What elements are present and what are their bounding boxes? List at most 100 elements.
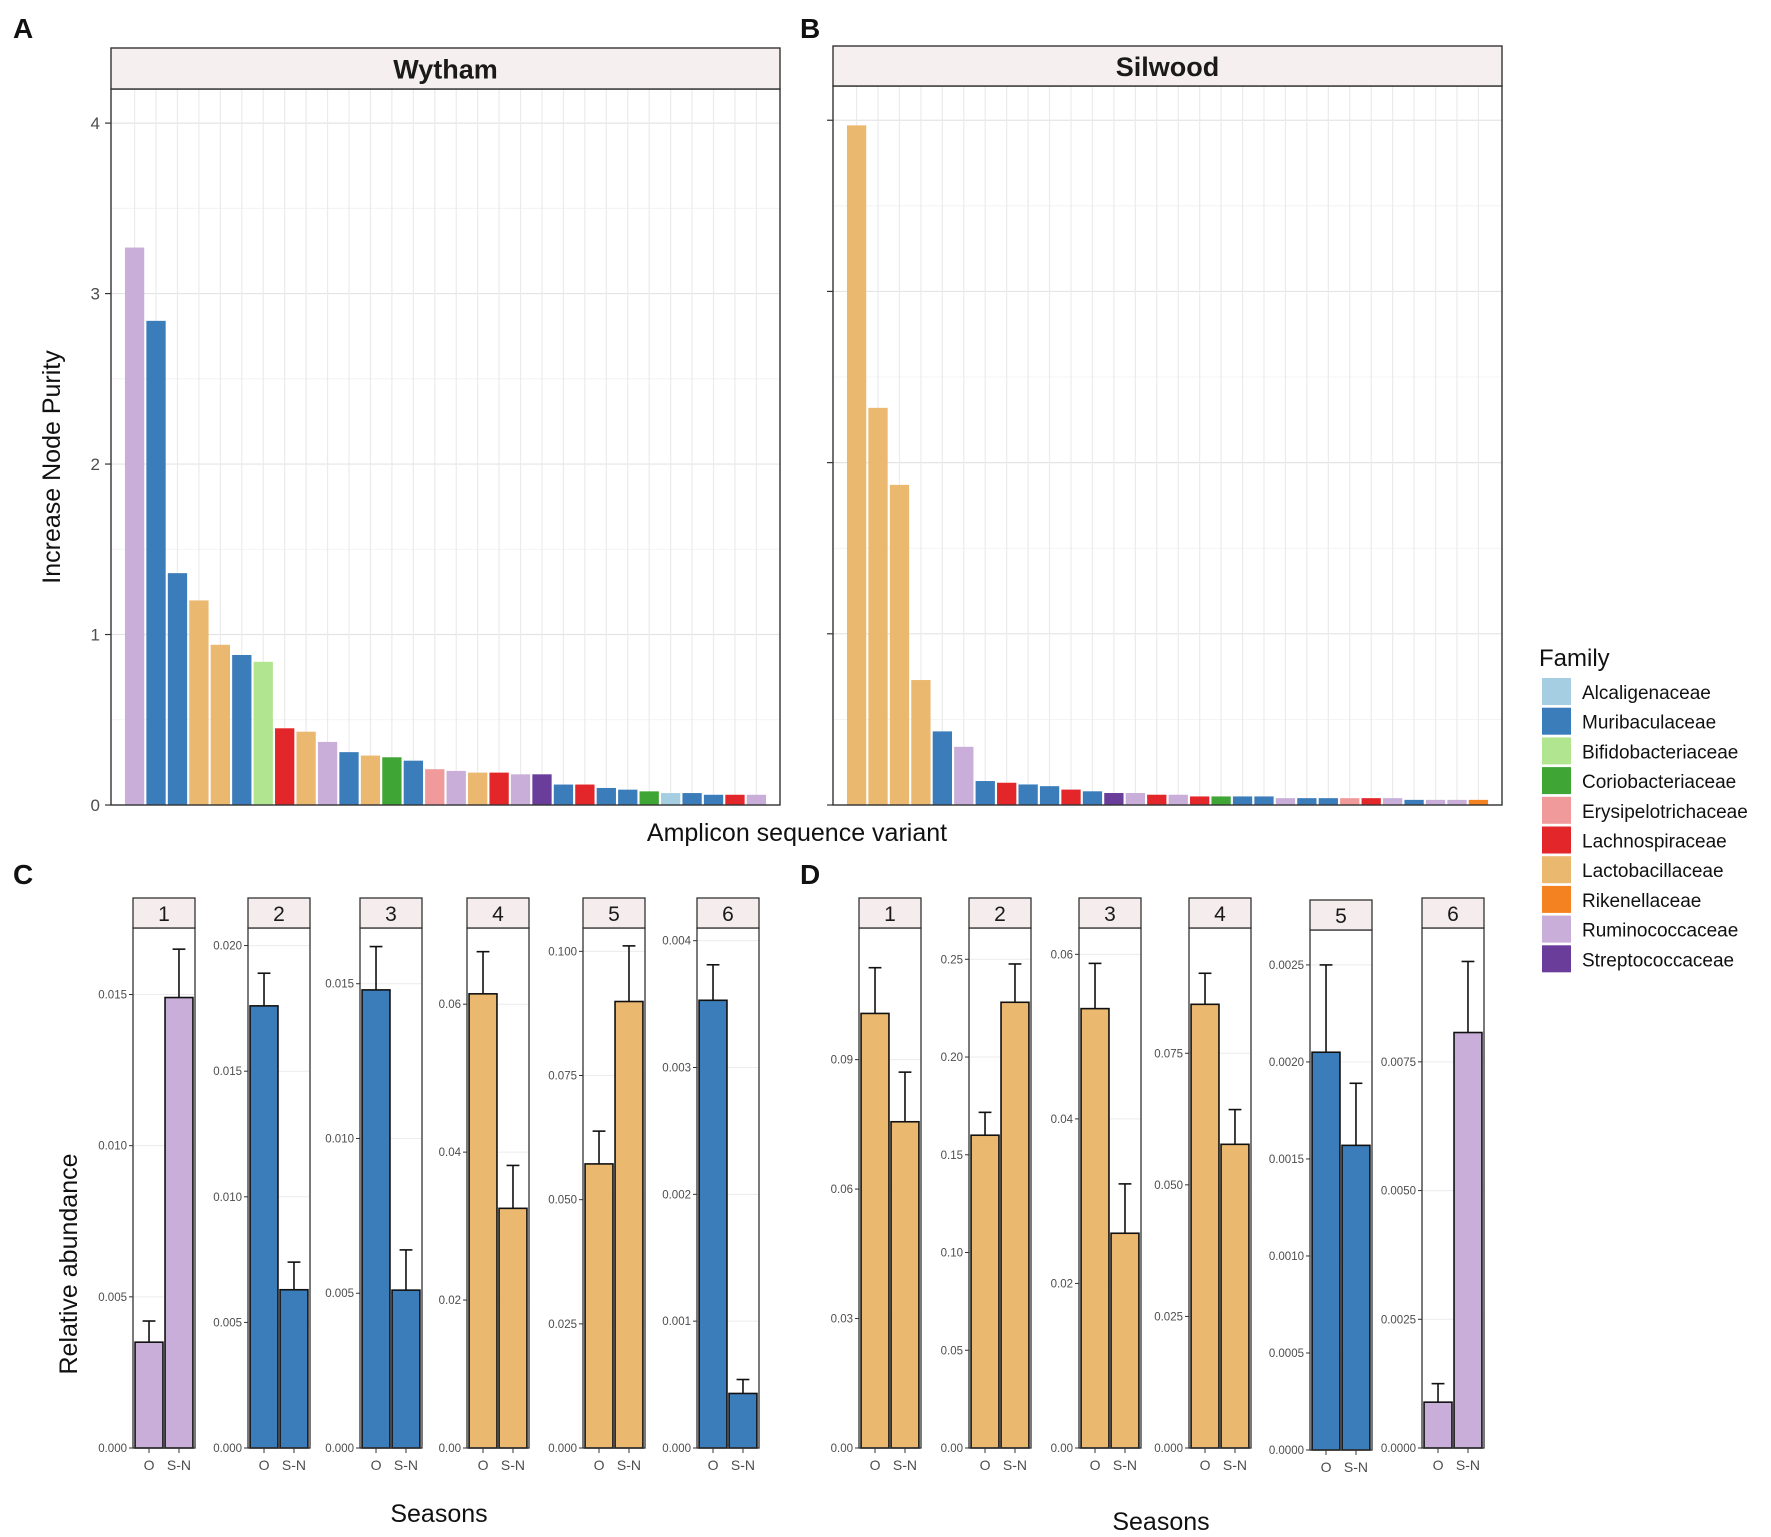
x-tick-label: O	[708, 1457, 719, 1473]
facet-label: 3	[1104, 903, 1116, 926]
x-tick-label: S-N	[1003, 1457, 1027, 1473]
bar-ruminococcaceae	[1447, 799, 1467, 805]
bar-s-n	[391, 1289, 421, 1449]
bar-muribaculaceae	[167, 573, 188, 805]
silwood-bar-chart: Silwood	[827, 45, 1503, 806]
facet-strip	[582, 897, 646, 929]
facet-strip	[247, 897, 311, 929]
bar-s-n	[1220, 1143, 1250, 1449]
bar-bifidobacteriaceae	[253, 661, 273, 805]
facet-label: 3	[385, 903, 397, 926]
y-tick-label: 0.0020	[1269, 1057, 1304, 1069]
bar-o	[970, 1134, 1000, 1449]
bar-o	[468, 993, 498, 1449]
facet-title: Silwood	[1116, 52, 1220, 82]
y-tick-label: 0.06	[1051, 949, 1073, 961]
facet-strip	[466, 897, 530, 929]
x-tick-label: O	[1200, 1457, 1211, 1473]
bar-o	[1080, 1007, 1110, 1449]
plot-background	[833, 86, 1502, 805]
facet-label: 5	[1335, 905, 1347, 928]
x-tick-label: O	[594, 1457, 605, 1473]
y-tick-label: 0.003	[662, 1063, 691, 1075]
bar-lactobacillaceae	[360, 755, 381, 805]
facet-strip	[858, 897, 922, 929]
panel-letter-c: C	[13, 859, 33, 890]
y-tick-label: 3	[91, 285, 100, 304]
bar-muribaculaceae	[403, 760, 423, 805]
x-tick-label: S-N	[167, 1457, 191, 1473]
y-tick-label: 0.0015	[1269, 1154, 1304, 1166]
y-tick-label: 0.050	[548, 1195, 577, 1207]
bar-rikenellaceae	[1468, 799, 1489, 805]
legend-label-ruminococcaceae: Ruminococcaceae	[1582, 921, 1738, 942]
bar-muribaculaceae	[1404, 799, 1424, 805]
bar-ruminococcaceae	[954, 746, 974, 805]
y-tick-label: 0.04	[439, 1147, 462, 1159]
bar-ruminococcaceae	[746, 794, 767, 805]
bar-alcaligenaceae	[660, 793, 681, 805]
legend-swatch-lachnospiraceae	[1542, 826, 1571, 854]
facet-label: 1	[884, 903, 896, 926]
y-tick-label: 0.02	[439, 1295, 461, 1307]
bar-muribaculaceae	[596, 787, 616, 805]
bar-muribaculaceae	[618, 789, 638, 805]
y-tick-label: 0.000	[98, 1443, 127, 1455]
bar-lactobacillaceae	[296, 731, 316, 805]
bar-lachnospiraceae	[489, 772, 509, 805]
y-tick-label: 0.20	[941, 1052, 963, 1064]
y-tick-label: 0.005	[325, 1288, 354, 1300]
y-tick-label: 0.15	[941, 1150, 963, 1162]
facet-d-5: 5 0.0000 0.0005 0.0010 0.0015 0.0020 0.0025 O S-…	[1269, 899, 1373, 1475]
facet-strip	[1078, 897, 1142, 929]
y-tick-label: 0.010	[98, 1141, 127, 1153]
y-tick-label: 0.005	[213, 1317, 242, 1329]
x-tick-label: S-N	[1344, 1459, 1368, 1475]
legend-swatch-streptococcaceae	[1542, 945, 1571, 973]
y-tick-label: 0.25	[941, 954, 963, 966]
x-tick-label: O	[371, 1457, 382, 1473]
y-tick-label: 0.0025	[1381, 1314, 1416, 1326]
x-tick-label: S-N	[731, 1457, 755, 1473]
bar-muribaculaceae	[553, 784, 574, 805]
facet-d-6: 6 0.0000 0.0025 0.0050 0.0075 O S-N	[1381, 897, 1485, 1473]
legend-swatch-lactobacillaceae	[1542, 856, 1571, 884]
y-tick-label: 0.000	[662, 1443, 691, 1455]
bar-muribaculaceae	[339, 752, 359, 805]
y-tick-label: 0.00	[1051, 1443, 1073, 1455]
y-tick-label: 0.03	[831, 1314, 853, 1326]
bar-erysipelotrichaceae	[425, 769, 445, 805]
bar-lachnospiraceae	[275, 728, 295, 805]
y-tick-label: 0.0010	[1269, 1251, 1304, 1263]
x-tick-label: O	[1321, 1459, 1332, 1475]
bar-o	[584, 1163, 614, 1449]
x-tick-label: S-N	[394, 1457, 418, 1473]
bar-s-n	[728, 1392, 758, 1449]
facet-strip	[1188, 897, 1252, 929]
y-tick-label: 0.015	[213, 1066, 242, 1078]
y-tick-label: 1	[91, 626, 100, 645]
facet-label: 1	[158, 903, 170, 926]
bar-lachnospiraceae	[1147, 794, 1167, 805]
bar-muribaculaceae	[1254, 796, 1274, 805]
bar-streptococcaceae	[1104, 793, 1124, 805]
x-tick-label: O	[259, 1457, 270, 1473]
facet-strip	[1309, 899, 1373, 931]
facet-label: 6	[722, 903, 734, 926]
legend-label-bifidobacteriaceae: Bifidobacteriaceae	[1582, 742, 1738, 763]
bar-o	[134, 1341, 164, 1449]
bar-o	[1423, 1401, 1453, 1449]
facet-label: 6	[1447, 903, 1459, 926]
bar-lactobacillaceae	[468, 772, 488, 805]
legend-title: Family	[1539, 645, 1610, 672]
bar-muribaculaceae	[232, 654, 252, 805]
facet-strip	[1421, 897, 1485, 929]
bar-muribaculaceae	[1318, 798, 1338, 805]
legend-swatch-alcaligenaceae	[1542, 678, 1571, 705]
panel-letter-a: A	[13, 13, 33, 44]
y-tick-label: 0.010	[213, 1192, 242, 1204]
bar-o	[1190, 1003, 1220, 1449]
y-tick-label: 0.004	[662, 936, 691, 948]
x-tick-label: S-N	[1223, 1457, 1247, 1473]
y-tick-label: 0.10	[941, 1248, 963, 1260]
